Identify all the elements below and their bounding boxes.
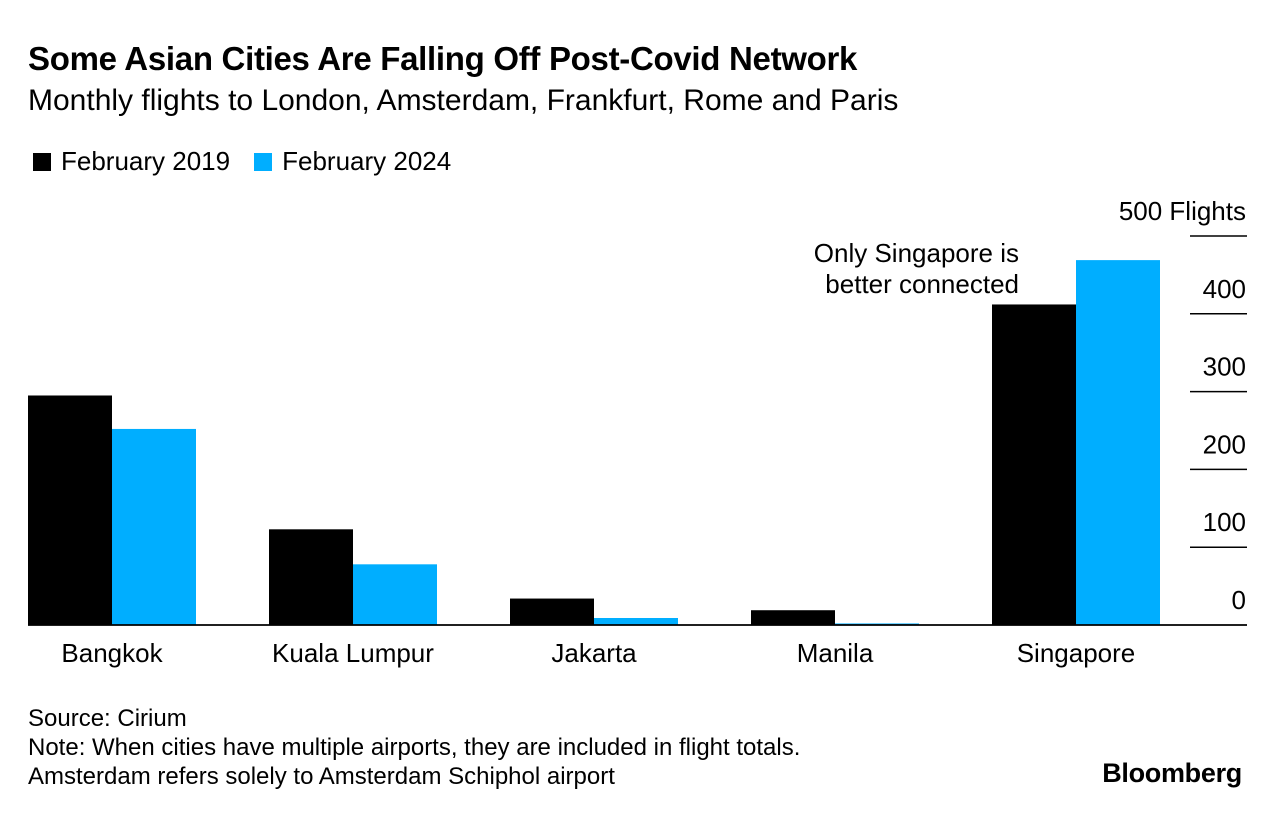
annotation-line-1: Only Singapore is bbox=[814, 238, 1019, 268]
chart-title: Some Asian Cities Are Falling Off Post-C… bbox=[28, 40, 858, 77]
bar-kuala-lumpur-2024 bbox=[353, 564, 437, 625]
bar-jakarta-2024 bbox=[594, 617, 678, 625]
legend-label-2019: February 2019 bbox=[61, 146, 231, 176]
bar-kuala-lumpur-2019 bbox=[269, 529, 353, 625]
legend-swatch-2024 bbox=[254, 152, 273, 171]
y-tick-label: 200 bbox=[1203, 429, 1246, 459]
bar-bangkok-2024 bbox=[112, 428, 196, 625]
y-tick-label: 400 bbox=[1203, 274, 1246, 304]
bar-bangkok-2019 bbox=[28, 395, 112, 625]
bloomberg-logo: Bloomberg bbox=[1102, 758, 1242, 788]
x-tick-label: Jakarta bbox=[551, 638, 637, 668]
y-tick-label: 500 Flights bbox=[1119, 196, 1246, 226]
legend: February 2019 February 2024 bbox=[33, 146, 475, 177]
footnote-2: Amsterdam refers solely to Amsterdam Sch… bbox=[28, 763, 615, 790]
bar-manila-2019 bbox=[751, 610, 835, 625]
annotation-line-2: better connected bbox=[825, 269, 1019, 299]
bar-singapore-2024 bbox=[1076, 260, 1160, 625]
source-note: Source: Cirium bbox=[28, 705, 187, 732]
footer: Source: Cirium Note: When cities have mu… bbox=[28, 704, 800, 791]
y-tick-label: 100 bbox=[1203, 507, 1246, 537]
x-tick-label: Bangkok bbox=[61, 638, 163, 668]
bar-singapore-2019 bbox=[992, 304, 1076, 625]
legend-item-2024: February 2024 bbox=[254, 146, 451, 177]
footnote: Note: When cities have multiple airports… bbox=[28, 734, 801, 761]
x-tick-label: Kuala Lumpur bbox=[272, 638, 434, 668]
y-tick-label: 0 bbox=[1232, 585, 1246, 615]
bar-jakarta-2019 bbox=[510, 598, 594, 625]
x-tick-label: Manila bbox=[797, 638, 874, 668]
y-tick-label: 300 bbox=[1203, 352, 1246, 382]
legend-swatch-2019 bbox=[33, 152, 51, 171]
x-tick-label: Singapore bbox=[1017, 638, 1136, 668]
chart-subtitle: Monthly flights to London, Amsterdam, Fr… bbox=[28, 84, 899, 117]
legend-item-2019: February 2019 bbox=[33, 146, 230, 177]
legend-label-2024: February 2024 bbox=[282, 146, 452, 176]
